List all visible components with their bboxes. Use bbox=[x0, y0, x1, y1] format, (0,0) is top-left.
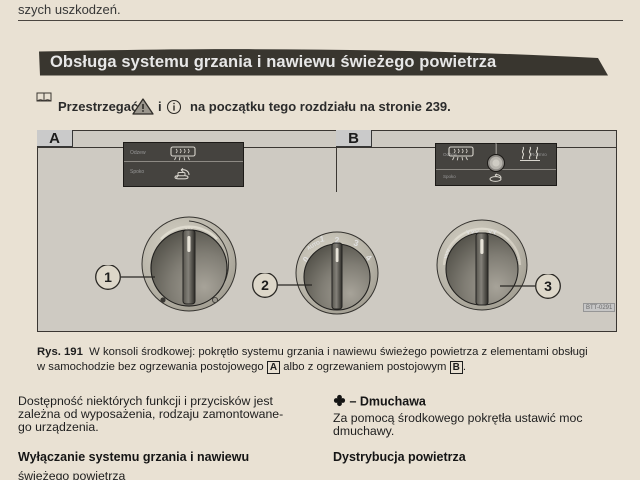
svg-text:2: 2 bbox=[261, 277, 269, 293]
svg-text:1: 1 bbox=[104, 269, 112, 285]
svg-text:3: 3 bbox=[544, 278, 552, 294]
